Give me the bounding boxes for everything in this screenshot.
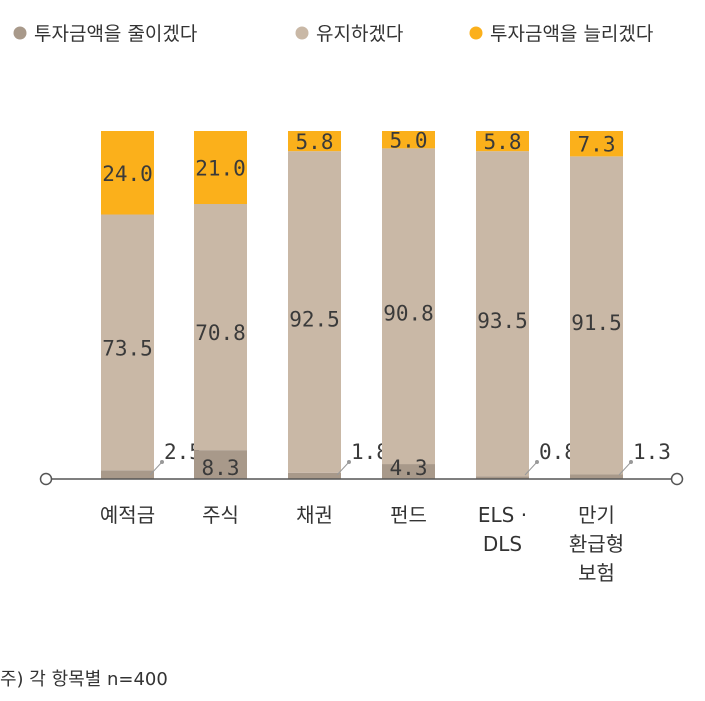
bar-segment-maintain xyxy=(101,214,154,471)
category-label: 예적금 xyxy=(100,503,155,527)
legend-increase-marker xyxy=(469,26,483,40)
bar-segment-increase xyxy=(194,131,247,205)
data-label-increase: 24.0 xyxy=(102,162,153,186)
data-label-increase: 5.8 xyxy=(484,130,522,154)
data-label-increase: 21.0 xyxy=(195,157,246,181)
data-label-increase: 5.0 xyxy=(390,129,428,153)
data-label-leader xyxy=(524,461,538,476)
category-label: ELS · xyxy=(478,503,527,527)
bar-segment-increase xyxy=(288,131,341,152)
data-label-leader xyxy=(336,461,350,476)
category-label: DLS xyxy=(483,532,522,556)
data-label-decrease: 1.3 xyxy=(633,440,671,464)
bar-segment-decrease xyxy=(101,470,154,479)
legend-increase-label: 투자금액을 늘리겠다 xyxy=(490,23,653,45)
bar-segment-maintain xyxy=(382,148,435,465)
data-label-leader xyxy=(618,461,632,476)
legend-decrease-marker xyxy=(13,26,27,40)
bar-segment-increase xyxy=(101,131,154,215)
bar-segment-maintain xyxy=(288,151,341,473)
footnote: 주) 각 항목별 n=400 xyxy=(0,669,168,690)
data-label-decrease: 8.3 xyxy=(202,456,240,480)
legend-decrease-label: 투자금액을 줄이겠다 xyxy=(34,23,197,45)
category-label: 보험 xyxy=(578,561,615,585)
data-label-increase: 5.8 xyxy=(296,130,334,154)
category-label: 채권 xyxy=(296,503,333,527)
category-label: 펀드 xyxy=(390,503,427,527)
x-axis-start-cap xyxy=(39,472,53,486)
bar-segment-maintain xyxy=(570,156,623,475)
bar-segment-increase xyxy=(382,131,435,149)
bar-segment-maintain xyxy=(194,204,247,451)
bar-segment-increase xyxy=(570,131,623,157)
legend-maintain-marker xyxy=(295,26,309,40)
bar-segment-maintain xyxy=(476,151,529,477)
data-label-maintain: 93.5 xyxy=(477,309,528,333)
data-label-maintain: 92.5 xyxy=(289,307,340,331)
bar-segment-decrease xyxy=(476,476,529,479)
x-axis-end-cap xyxy=(670,472,684,486)
data-label-maintain: 90.8 xyxy=(383,302,434,326)
category-label: 만기 xyxy=(578,503,615,527)
bar-segment-increase xyxy=(476,131,529,152)
bar-segment-decrease xyxy=(288,472,341,479)
data-label-maintain: 91.5 xyxy=(571,311,622,335)
category-label: 주식 xyxy=(202,503,239,527)
data-label-leader xyxy=(149,461,163,476)
data-label-maintain: 73.5 xyxy=(102,337,153,361)
bar-segment-decrease xyxy=(570,474,623,479)
bar-segment-decrease xyxy=(194,450,247,479)
data-label-leader-dot xyxy=(160,460,164,464)
legend-maintain-label: 유지하겠다 xyxy=(316,23,403,45)
bar-segment-decrease xyxy=(382,464,435,479)
data-label-maintain: 70.8 xyxy=(195,321,246,345)
category-label: 환급형 xyxy=(569,532,624,556)
data-label-leader-dot xyxy=(347,460,351,464)
data-label-leader-dot xyxy=(535,460,539,464)
data-label-increase: 7.3 xyxy=(578,133,616,157)
data-label-decrease: 4.3 xyxy=(390,456,428,480)
data-label-leader-dot xyxy=(629,460,633,464)
